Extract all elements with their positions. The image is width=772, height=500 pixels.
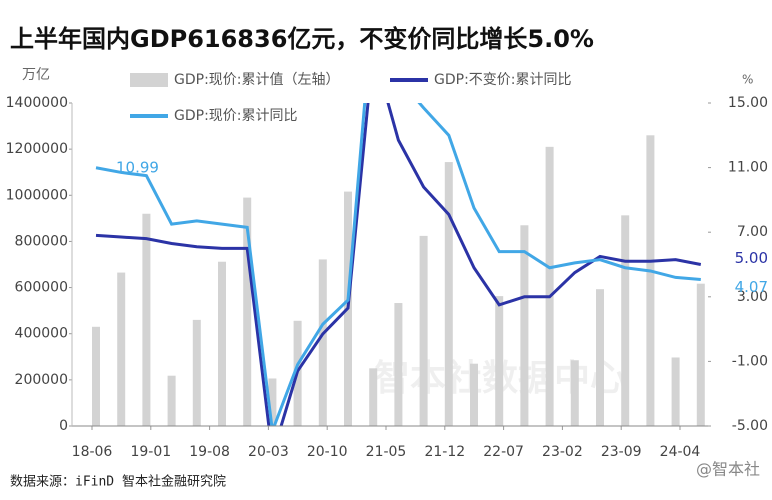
line bbox=[95, 103, 702, 426]
bar bbox=[520, 225, 529, 426]
x-tick-label: 24-04 bbox=[660, 444, 701, 460]
bar bbox=[671, 357, 680, 426]
bar bbox=[621, 215, 630, 426]
legend-label: GDP:不变价:累计同比 bbox=[434, 72, 572, 88]
y2-tick-label: 15.00 bbox=[728, 95, 768, 111]
value-label: 10.99 bbox=[116, 158, 159, 176]
y2-tick-label: -1.00 bbox=[732, 353, 768, 369]
legend-swatch bbox=[130, 73, 168, 87]
legend-label: GDP:现价:累计值（左轴） bbox=[174, 72, 340, 88]
bar bbox=[92, 326, 100, 426]
x-tick-label: 18-06 bbox=[72, 444, 113, 460]
y-tick-label: 200000 bbox=[15, 372, 68, 388]
value-label: 4.07 bbox=[735, 278, 768, 296]
bar bbox=[495, 296, 504, 426]
value-label: 5.00 bbox=[735, 249, 768, 267]
bar bbox=[570, 360, 579, 426]
y-tick-label: 800000 bbox=[15, 233, 68, 249]
y-tick-label: 1400000 bbox=[6, 95, 68, 111]
x-tick-label: 19-01 bbox=[130, 444, 171, 460]
x-tick-label: 20-03 bbox=[248, 444, 289, 460]
y-tick-label: 600000 bbox=[15, 280, 68, 296]
chart-title: 上半年国内GDP616836亿元，不变价同比增长5.0% bbox=[10, 25, 594, 53]
bar bbox=[117, 272, 126, 426]
bar bbox=[394, 303, 403, 426]
y2-unit: % bbox=[742, 73, 753, 87]
bar bbox=[419, 235, 428, 426]
bar bbox=[142, 213, 151, 426]
x-tick-label: 19-08 bbox=[189, 444, 230, 460]
y2-tick-label: -5.00 bbox=[732, 418, 768, 434]
legend-label: GDP:现价:累计同比 bbox=[174, 108, 298, 124]
x-tick-label: 23-09 bbox=[601, 444, 642, 460]
bar bbox=[596, 289, 604, 426]
y2-tick-label: 11.00 bbox=[728, 160, 768, 176]
x-tick-label: 22-07 bbox=[483, 444, 524, 460]
bar bbox=[268, 378, 277, 426]
bar bbox=[167, 375, 176, 426]
source: 数据来源：iFinD 智本社金融研究院 bbox=[10, 474, 226, 490]
plot bbox=[92, 103, 705, 426]
y-tick-label: 0 bbox=[59, 418, 68, 434]
y-tick-label: 1000000 bbox=[6, 187, 68, 203]
bar bbox=[218, 261, 226, 426]
y-unit: 万亿 bbox=[22, 67, 50, 83]
bar bbox=[192, 319, 201, 426]
bar bbox=[470, 363, 478, 426]
line bbox=[95, 103, 701, 426]
y2-tick-label: 3.00 bbox=[737, 289, 768, 305]
y2-tick-label: 7.00 bbox=[737, 224, 768, 240]
x-tick-label: 21-05 bbox=[366, 444, 407, 460]
bar bbox=[545, 146, 554, 426]
bar bbox=[646, 135, 655, 426]
bar bbox=[243, 197, 252, 426]
bar bbox=[696, 283, 705, 426]
y-tick-label: 400000 bbox=[15, 326, 68, 342]
x-tick-label: 20-10 bbox=[307, 444, 348, 460]
x-tick-label: 23-02 bbox=[542, 444, 583, 460]
y-tick-label: 1200000 bbox=[6, 141, 68, 157]
bar bbox=[318, 259, 327, 426]
bar bbox=[369, 368, 378, 426]
credit: @智本社 bbox=[696, 460, 760, 479]
x-tick-label: 21-12 bbox=[424, 444, 465, 460]
bar bbox=[444, 162, 453, 426]
